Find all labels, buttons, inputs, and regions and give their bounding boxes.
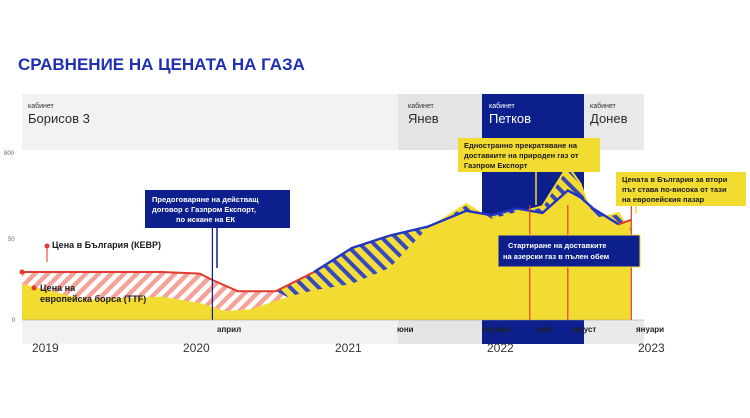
year-label-2022: 2022	[487, 341, 514, 355]
y-tick-mid: 50	[8, 237, 15, 243]
legend: Цена в България (КЕВР) Цена на европейск…	[31, 240, 161, 304]
price-gap-red-hatch	[22, 272, 289, 312]
cabinet-label-borisov: кабинет Борисов 3	[28, 102, 90, 126]
legend-marker-europe	[31, 285, 37, 291]
europe-price-area	[22, 165, 632, 320]
svg-text:договор с Газпром Експорт,: договор с Газпром Експорт,	[152, 205, 256, 214]
year-label-2020: 2020	[183, 341, 210, 355]
month-label-may: май	[537, 325, 552, 334]
svg-text:Цената в България за втори: Цената в България за втори	[622, 175, 728, 184]
cabinet-label-donev: кабинет Донев	[590, 102, 628, 126]
svg-text:кабинет: кабинет	[28, 102, 55, 110]
month-label-april: април	[217, 325, 241, 334]
svg-text:на азерски газ в пълен обем: на азерски газ в пълен обем	[503, 252, 610, 261]
month-label-january-2023: януари	[636, 325, 664, 334]
series-line-bulgaria-early	[22, 271, 315, 293]
cabinet-label-yanev: кабинет Янев	[408, 102, 439, 126]
month-label-january-2022: януари	[482, 325, 510, 334]
year-label-2019: 2019	[32, 341, 59, 355]
svg-text:доставките на природен газ от: доставките на природен газ от	[464, 151, 579, 160]
svg-text:кабинет: кабинет	[408, 102, 435, 110]
svg-text:Стартиране на доставките: Стартиране на доставките	[508, 241, 606, 250]
annotation-azeri-gas: Стартиране на доставките на азерски газ …	[497, 214, 641, 268]
annotation-gazprom-contract: Предоговаряне на действащ договор с Газп…	[145, 190, 290, 268]
svg-text:Предоговаряне на действащ: Предоговаряне на действащ	[152, 195, 259, 204]
y-tick-zero: 0	[12, 318, 16, 324]
svg-text:Газпром Експорт: Газпром Експорт	[464, 161, 528, 170]
svg-text:път става по-висока от тази: път става по-висока от тази	[622, 185, 727, 194]
svg-text:Едностранно прекратяване на: Едностранно прекратяване на	[464, 141, 578, 150]
legend-label-europe-2: европейска борса (TTF)	[40, 294, 146, 304]
svg-text:Петков: Петков	[489, 111, 531, 126]
month-label-august: август	[571, 325, 596, 334]
svg-text:Янев: Янев	[408, 111, 439, 126]
chart-title: СРАВНЕНИЕ НА ЦЕНАТА НА ГАЗА	[18, 55, 305, 74]
svg-text:кабинет: кабинет	[590, 102, 617, 110]
series-point-bulgaria-start	[19, 269, 25, 275]
annotation-bulgaria-higher: Цената в България за втори път става по-…	[616, 172, 746, 214]
month-label-june: юни	[397, 325, 414, 334]
price-gap-blue-hatch	[275, 165, 632, 298]
svg-text:Донев: Донев	[590, 111, 628, 126]
year-label-2023: 2023	[638, 341, 665, 355]
svg-text:на европейския пазар: на европейския пазар	[622, 195, 705, 204]
series-line-bulgaria-late	[618, 218, 632, 226]
y-tick-top: 800	[4, 151, 15, 157]
year-label-2021: 2021	[335, 341, 362, 355]
svg-text:по искане на ЕК: по искане на ЕК	[176, 215, 235, 224]
annotation-gazprom-stop: Едностранно прекратяване на доставките н…	[458, 138, 600, 205]
legend-label-bulgaria: Цена в България (КЕВР)	[52, 240, 161, 250]
cabinet-label-petkov: кабинет Петков	[489, 102, 531, 126]
svg-text:кабинет: кабинет	[489, 102, 516, 110]
legend-label-europe-1: Цена на	[40, 283, 76, 293]
chart-layer	[19, 163, 633, 320]
series-line-europe	[21, 163, 633, 314]
svg-text:Борисов 3: Борисов 3	[28, 111, 90, 126]
series-line-bulgaria	[313, 189, 620, 274]
